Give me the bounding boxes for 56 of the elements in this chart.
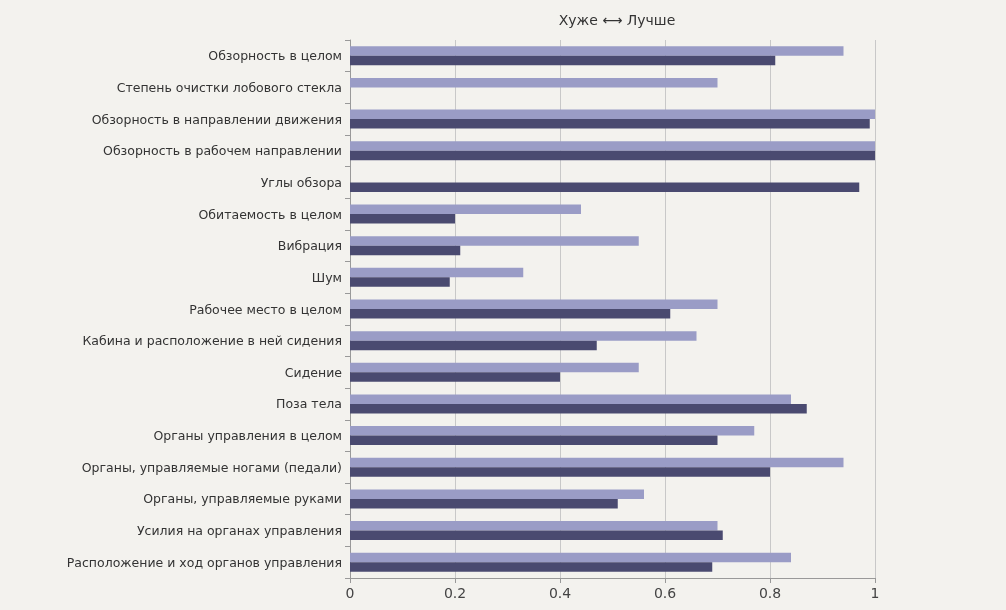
y-tick-label: Шум — [311, 269, 342, 285]
y-tick-label: Обзорность в целом — [208, 48, 342, 64]
bar — [350, 489, 644, 499]
bar — [350, 214, 455, 224]
bar — [350, 150, 875, 161]
bar — [350, 362, 639, 373]
y-tick-label: Усилия на органах управления — [136, 523, 342, 539]
y-tick-label: Углы обзора — [260, 174, 342, 190]
bar — [350, 236, 639, 246]
x-tick-label: 0.4 — [548, 585, 572, 601]
y-tick-label: Обзорность в рабочем направлении — [103, 143, 342, 159]
bar — [350, 46, 844, 56]
y-tick-label: Степень очистки лобового стекла — [116, 79, 342, 95]
bar — [350, 530, 723, 541]
y-tick-label: Обзорность в направлении движения — [91, 111, 342, 127]
bar — [350, 498, 618, 509]
bar — [350, 277, 450, 287]
y-tick-label: Органы управления в целом — [153, 428, 342, 444]
y-tick-label: Поза тела — [276, 396, 342, 412]
bar — [350, 552, 791, 563]
x-tick-label: 0.2 — [443, 585, 467, 601]
bar — [350, 521, 718, 531]
bar — [350, 426, 755, 436]
bar — [350, 182, 860, 192]
bar — [350, 267, 524, 278]
bar — [350, 119, 870, 129]
bar — [350, 309, 671, 319]
bar — [350, 141, 875, 151]
bar — [350, 394, 791, 404]
bar — [350, 467, 770, 477]
y-tick-label: Органы, управляемые руками — [143, 491, 342, 507]
bar — [350, 403, 807, 414]
y-tick-label: Рабочее место в целом — [189, 301, 342, 317]
y-tick-label: Сидение — [284, 364, 343, 380]
bar — [350, 245, 461, 256]
bar — [350, 457, 844, 468]
bar — [350, 299, 718, 309]
bar — [350, 55, 776, 66]
bar — [350, 340, 597, 351]
y-tick-label: Обитаемость в целом — [198, 206, 342, 222]
y-tick-label: Органы, управляемые ногами (педали) — [81, 459, 342, 475]
y-tick-label: Кабина и расположение в ней сидения — [82, 333, 342, 349]
bar — [350, 372, 560, 382]
bar — [350, 331, 697, 341]
x-tick-label: 0.8 — [758, 585, 782, 601]
bar — [350, 204, 581, 215]
bar — [350, 77, 718, 88]
x-tick-label: 0 — [345, 585, 355, 601]
y-tick-label: Расположение и ход органов управления — [66, 554, 342, 570]
bar — [350, 109, 875, 120]
x-tick-label: 1 — [870, 585, 880, 601]
bar — [350, 562, 713, 572]
chart-title: Хуже ⟷ Лучше — [558, 12, 676, 28]
y-tick-label: Вибрация — [277, 238, 342, 254]
x-tick-label: 0.6 — [653, 585, 677, 601]
bar — [350, 435, 718, 446]
